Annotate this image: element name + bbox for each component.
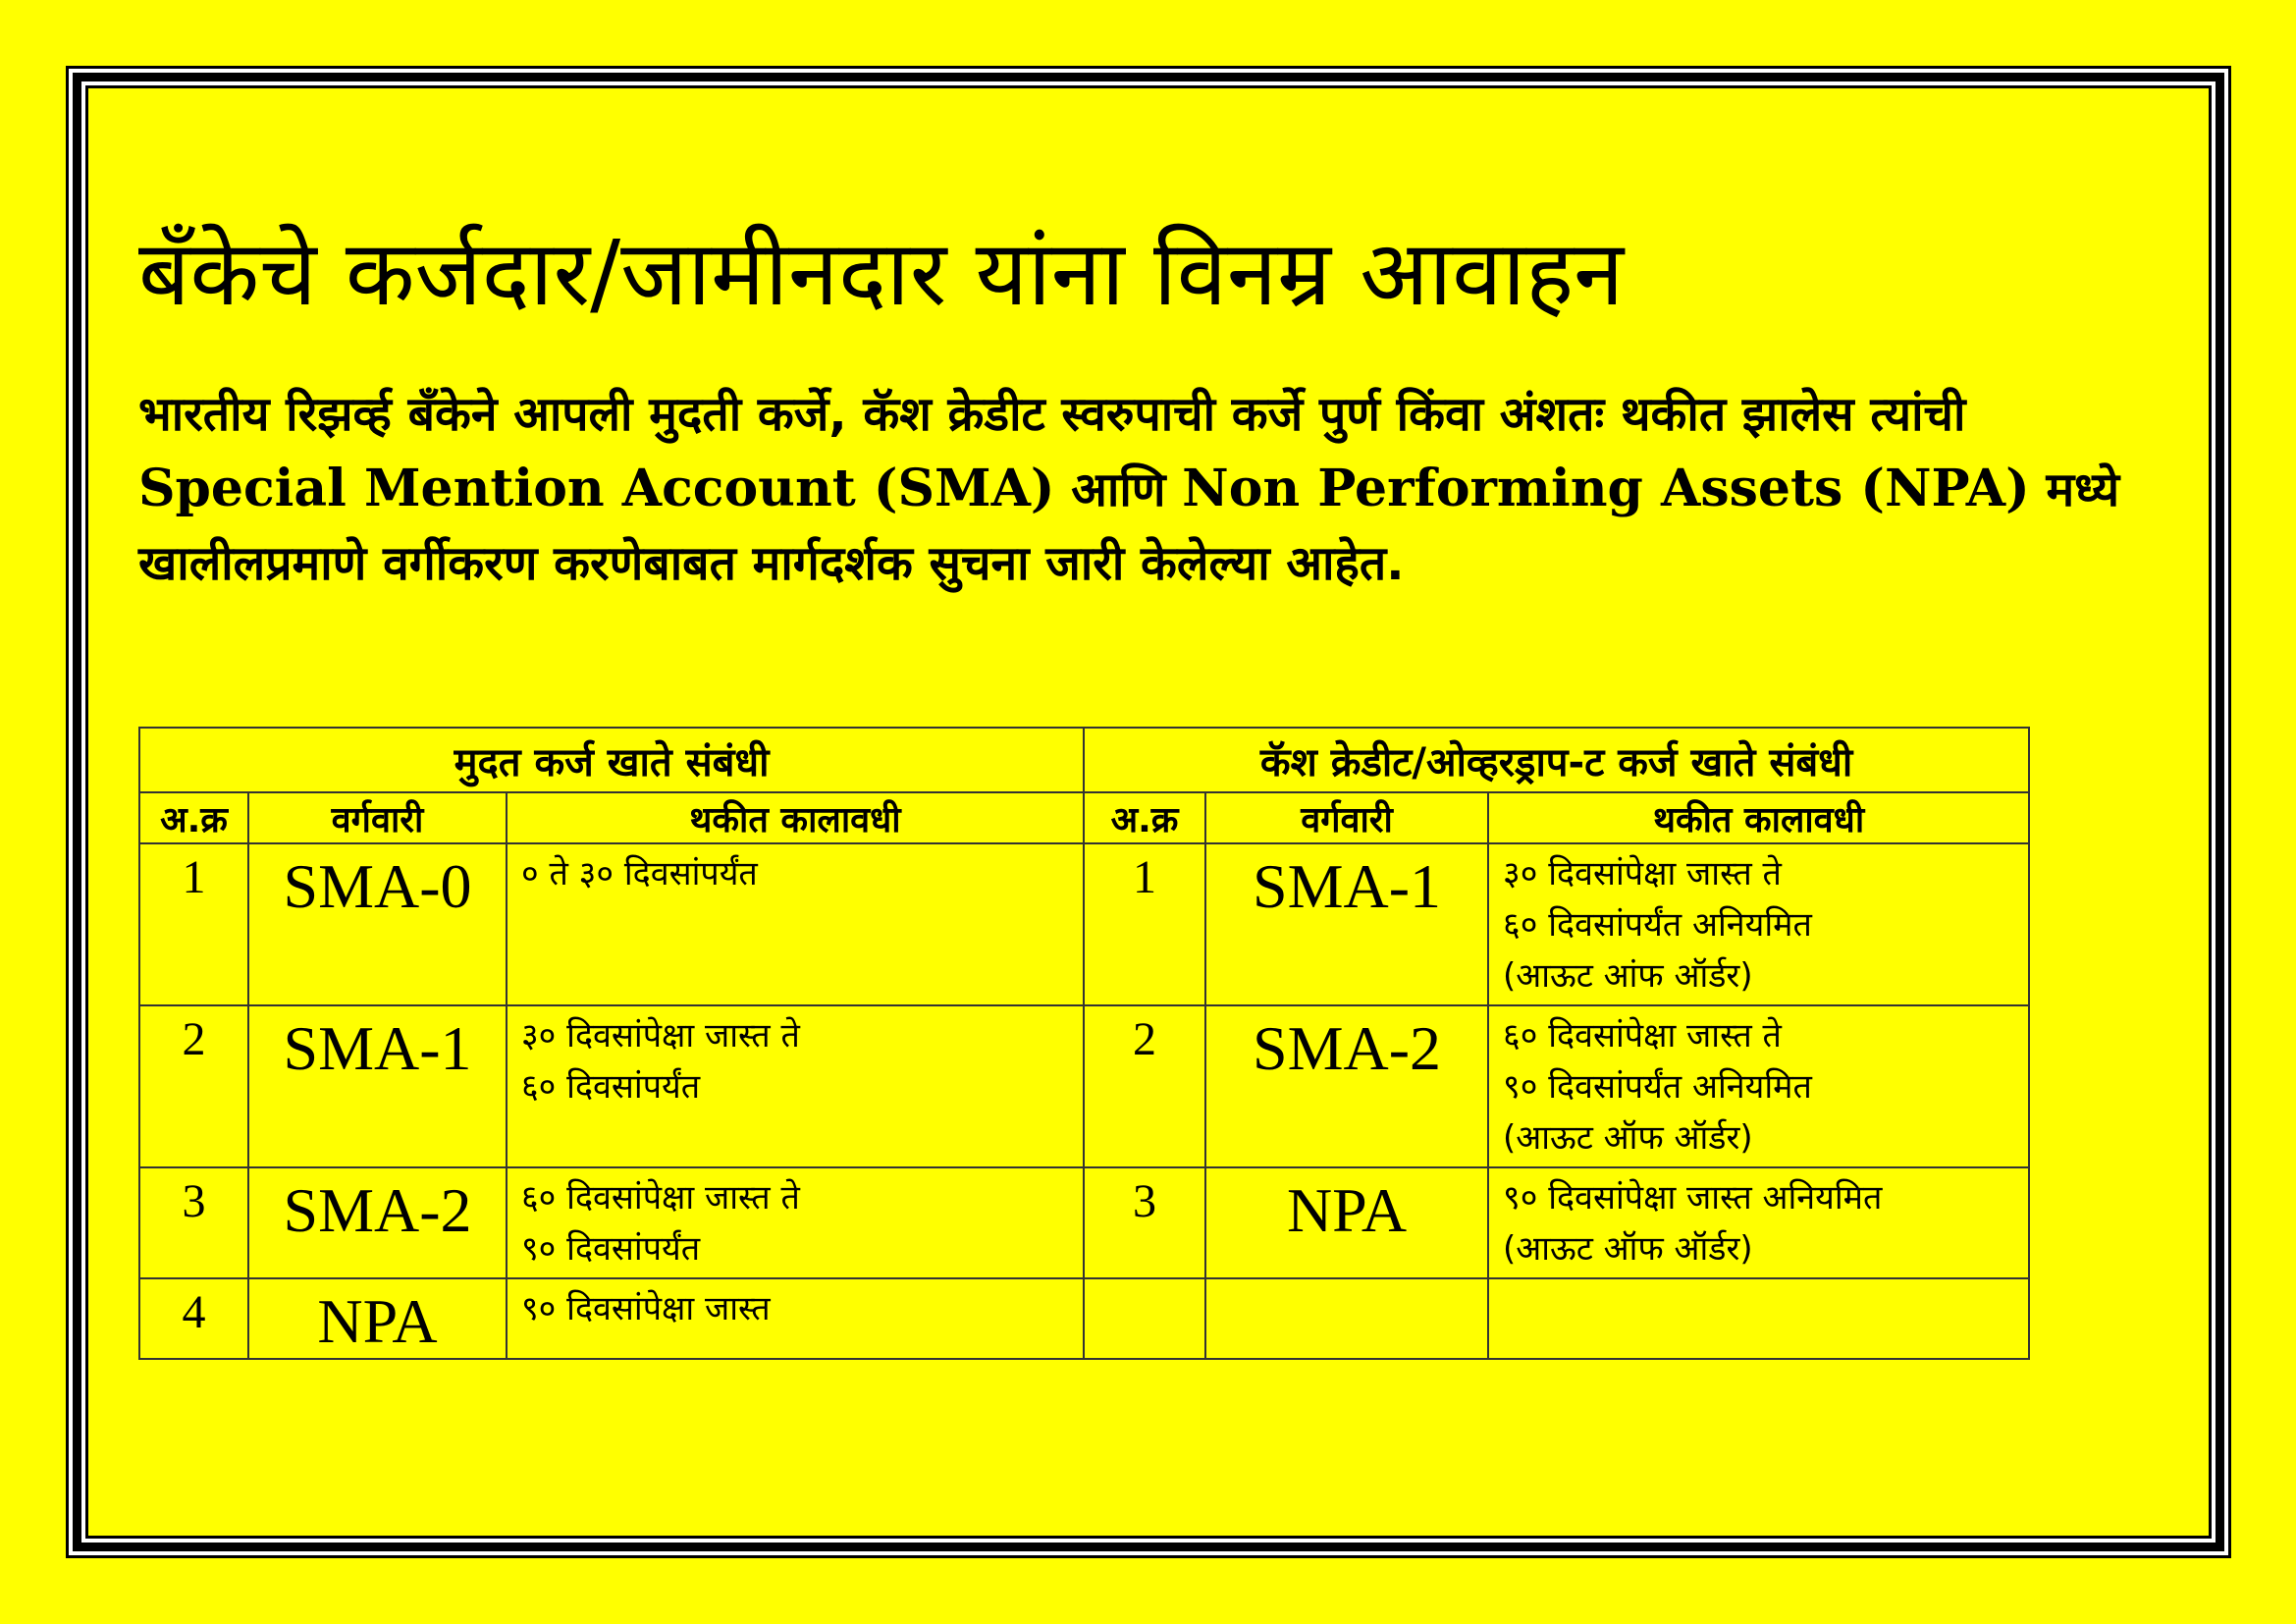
term-loan-header: मुदत कर्ज खाते संबंधी bbox=[137, 727, 1086, 793]
col-sr: अ.क्र bbox=[1083, 791, 1207, 844]
page-title: बॅंकेचे कर्जदार/जामीनदार यांना विनम्र आव… bbox=[138, 221, 1625, 326]
cell-l-class: SMA-1 bbox=[247, 1004, 507, 1168]
col-period: थकीत कालावधी bbox=[505, 791, 1086, 844]
cell-l-sr: 3 bbox=[138, 1166, 249, 1279]
table-row: 1 SMA-0 ० ते ३० दिवसांपर्यंत 1 SMA-1 ३० दिवसा… bbox=[138, 842, 2031, 1006]
cell-l-period: ३० दिवसांपेक्षा जास्त ते ६० दिवसांपर्यंत bbox=[505, 1004, 1086, 1168]
cell-r-period bbox=[1487, 1277, 2031, 1360]
cell-l-sr: 1 bbox=[138, 842, 249, 1006]
para-text: भारतीय रिझर्व्ह बॅंकेने आपली मुदती कर्जे… bbox=[138, 387, 1966, 442]
para-text: मध्ये खालीलप्रमाणे वर्गीकरण करणेबाबत मार… bbox=[138, 462, 2120, 591]
cell-l-class: NPA bbox=[247, 1277, 507, 1360]
cell-r-class bbox=[1204, 1277, 1490, 1360]
cell-r-period: ९० दिवसांपेक्षा जास्त अनियमित (आऊट ऑफ ऑर… bbox=[1487, 1166, 2031, 1279]
cell-l-class: SMA-0 bbox=[247, 842, 507, 1006]
table-row: 4 NPA ९० दिवसांपेक्षा जास्त bbox=[138, 1277, 2031, 1360]
inner-border bbox=[85, 85, 2212, 1539]
col-class: वर्गवारी bbox=[1204, 791, 1490, 844]
cell-l-period: ९० दिवसांपेक्षा जास्त bbox=[505, 1277, 1086, 1360]
cell-r-sr: 3 bbox=[1083, 1166, 1207, 1279]
border-gap bbox=[81, 81, 2216, 1543]
cell-r-class: SMA-2 bbox=[1204, 1004, 1490, 1168]
cash-credit-header: कॅश क्रेडीट/ओव्हरड्राप-ट कर्ज खाते संबंध… bbox=[1083, 727, 2031, 793]
cell-l-sr: 4 bbox=[138, 1277, 249, 1360]
cell-l-period: ६० दिवसांपेक्षा जास्त ते ९० दिवसांपर्यंत bbox=[505, 1166, 1086, 1279]
intro-paragraph: भारतीय रिझर्व्ह बॅंकेने आपली मुदती कर्जे… bbox=[138, 378, 2131, 601]
sma-term: Special Mention Account (SMA) bbox=[138, 459, 1055, 518]
cell-r-period: ३० दिवसांपेक्षा जास्त ते ६० दिवसांपर्यंत… bbox=[1487, 842, 2031, 1006]
table-row: 3 SMA-2 ६० दिवसांपेक्षा जास्त ते ९० दिवसां… bbox=[138, 1166, 2031, 1279]
col-sr: अ.क्र bbox=[138, 791, 249, 844]
para-text: आणि bbox=[1054, 462, 1183, 517]
cell-r-class: NPA bbox=[1204, 1166, 1490, 1279]
col-period: थकीत कालावधी bbox=[1487, 791, 2031, 844]
classification-table: मुदत कर्ज खाते संबंधी कॅश क्रेडीट/ओव्हरड… bbox=[137, 727, 2031, 1360]
table-row: 2 SMA-1 ३० दिवसांपेक्षा जास्त ते ६० दिवसां… bbox=[138, 1004, 2031, 1168]
col-class: वर्गवारी bbox=[247, 791, 507, 844]
thick-border bbox=[73, 73, 2224, 1551]
cell-r-class: SMA-1 bbox=[1204, 842, 1490, 1006]
cell-r-period: ६० दिवसांपेक्षा जास्त ते ९० दिवसांपर्यंत… bbox=[1487, 1004, 2031, 1168]
cell-r-sr: 2 bbox=[1083, 1004, 1207, 1168]
cell-l-class: SMA-2 bbox=[247, 1166, 507, 1279]
outer-border bbox=[66, 66, 2231, 1558]
cell-r-sr: 1 bbox=[1083, 842, 1207, 1006]
cell-l-sr: 2 bbox=[138, 1004, 249, 1168]
npa-term: Non Performing Assets (NPA) bbox=[1182, 459, 2030, 518]
cell-l-period: ० ते ३० दिवसांपर्यंत bbox=[505, 842, 1086, 1006]
border-gap bbox=[69, 69, 2228, 1555]
cell-r-sr bbox=[1083, 1277, 1207, 1360]
